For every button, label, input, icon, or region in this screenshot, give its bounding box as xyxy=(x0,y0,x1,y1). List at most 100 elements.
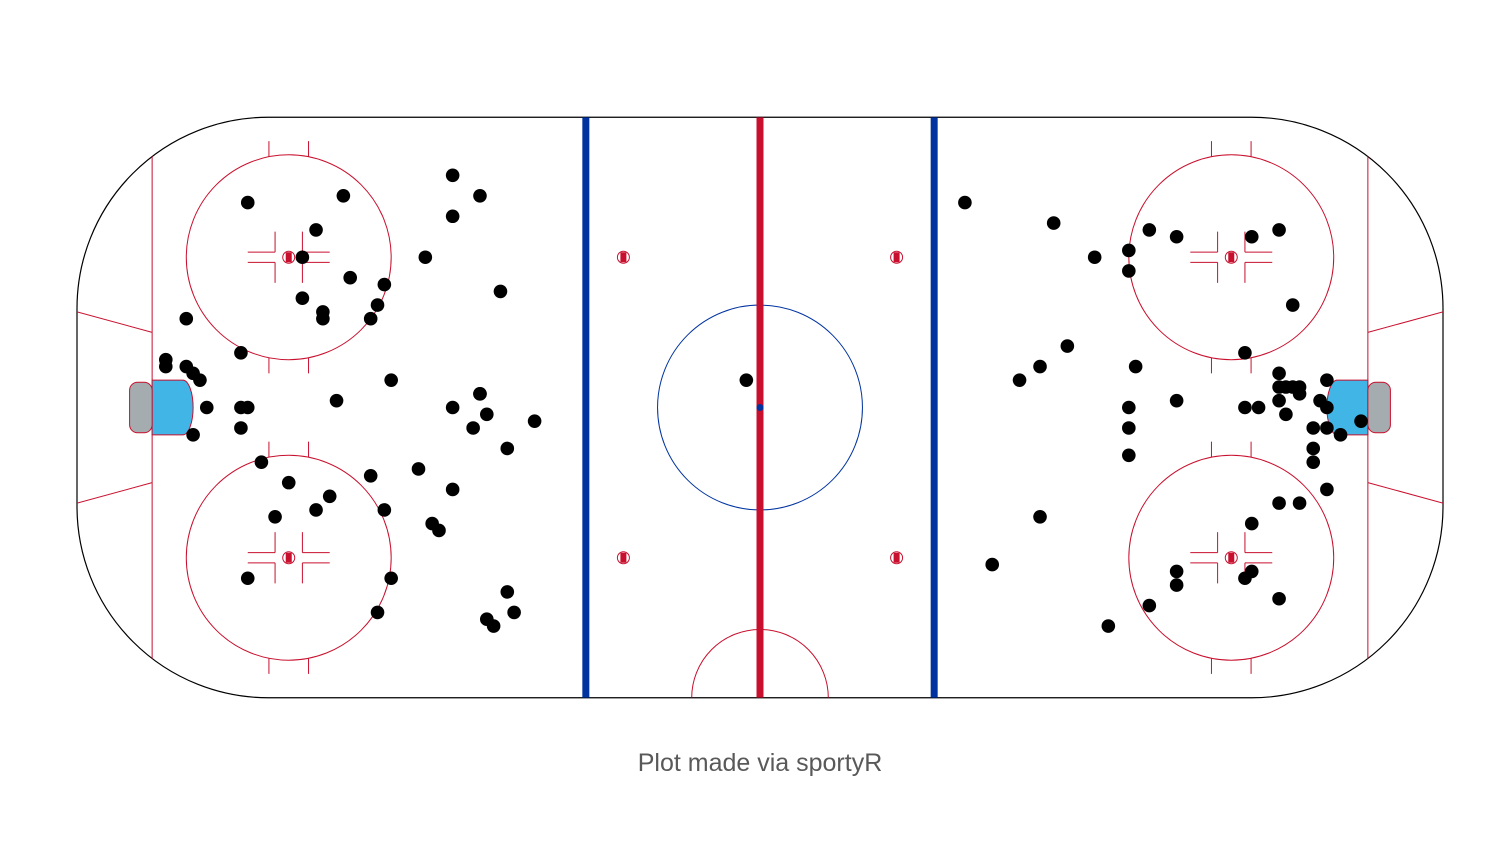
shot-point xyxy=(411,462,426,476)
shot-point xyxy=(432,523,446,538)
center-dot xyxy=(756,404,764,411)
goal-net-right xyxy=(1367,381,1391,434)
rink-markings xyxy=(77,117,1443,698)
shot-point xyxy=(480,407,494,422)
shot-point xyxy=(199,400,214,415)
shot-point xyxy=(445,400,460,415)
shot-point xyxy=(507,605,521,620)
neutral-faceoff-spot-1 xyxy=(620,252,627,263)
shot-point xyxy=(1012,373,1027,387)
trapezoid-line-right-bottom xyxy=(1367,482,1443,504)
shot-point xyxy=(377,503,392,517)
shot-point xyxy=(1122,264,1136,278)
shot-point xyxy=(1122,400,1136,415)
shot-point xyxy=(1033,509,1047,524)
shot-point xyxy=(281,475,296,490)
shot-point xyxy=(363,469,378,483)
shot-point xyxy=(1292,496,1307,510)
faceoff-ring xyxy=(185,154,392,361)
rink-surface xyxy=(76,116,1444,699)
shot-point xyxy=(1142,598,1157,613)
shot-point xyxy=(295,250,310,265)
faceoff-dot xyxy=(285,252,292,263)
shot-point xyxy=(1169,393,1184,408)
shot-point xyxy=(316,305,330,319)
faceoff-circle-3 xyxy=(1128,141,1335,374)
plot-caption: Plot made via sportyR xyxy=(638,749,883,777)
shot-point xyxy=(1320,482,1334,497)
shot-point xyxy=(493,284,508,299)
shot-point xyxy=(1169,229,1184,244)
shot-point xyxy=(1122,243,1136,258)
shot-point xyxy=(466,421,480,435)
neutral-faceoff-spot-4 xyxy=(893,552,900,563)
shot-point xyxy=(1244,516,1259,531)
shot-point xyxy=(1251,400,1266,415)
shot-point xyxy=(1320,373,1334,387)
shot-point xyxy=(985,557,1000,572)
shot-point xyxy=(1306,421,1321,435)
shot-point xyxy=(234,346,248,360)
shot-point xyxy=(322,489,337,504)
neutral-faceoff-spot-2 xyxy=(620,552,627,563)
shot-point xyxy=(1238,346,1252,360)
shot-point xyxy=(309,223,323,237)
shot-point xyxy=(240,400,255,415)
shot-point xyxy=(473,387,487,401)
shot-point xyxy=(1122,421,1136,435)
shot-point xyxy=(958,195,972,210)
shot-point xyxy=(370,605,385,620)
shot-point xyxy=(1244,229,1259,244)
shot-point xyxy=(240,571,255,586)
goal-crease-left xyxy=(151,379,194,436)
shot-point xyxy=(1320,400,1334,415)
shot-point xyxy=(309,503,323,517)
faceoff-dot xyxy=(1228,552,1235,563)
shot-point xyxy=(486,619,501,633)
shot-point xyxy=(1306,455,1321,469)
shot-point xyxy=(1272,393,1286,408)
shot-point xyxy=(1333,428,1348,442)
shot-point xyxy=(445,209,460,224)
shot-point xyxy=(268,509,282,524)
shot-point xyxy=(1272,223,1286,237)
shot-point xyxy=(1046,216,1061,230)
shot-point xyxy=(1272,366,1286,381)
shot-point xyxy=(384,373,398,387)
shot-point xyxy=(739,373,754,387)
shot-point xyxy=(500,585,515,599)
faceoff-dot xyxy=(285,552,292,563)
faceoff-circle-2 xyxy=(185,441,392,674)
shot-point xyxy=(1238,571,1252,586)
shot-point xyxy=(1128,359,1143,374)
faceoff-ring xyxy=(1128,454,1335,661)
shot-point xyxy=(527,414,542,428)
shot-point xyxy=(186,428,200,442)
trapezoid-line-left-bottom xyxy=(77,482,153,504)
shot-point xyxy=(158,359,173,374)
shot-point xyxy=(343,270,358,285)
neutral-faceoff-spot-3 xyxy=(893,252,900,263)
shot-point xyxy=(473,188,487,203)
shot-point xyxy=(1142,223,1157,237)
shot-point xyxy=(1060,339,1075,353)
shot-point xyxy=(445,482,460,497)
shot-point xyxy=(1238,400,1252,415)
shot-point xyxy=(1354,414,1368,428)
shot-point xyxy=(370,298,385,312)
shot-point xyxy=(1169,578,1184,592)
shot-point xyxy=(1169,564,1184,579)
trapezoid-line-right-top xyxy=(1367,311,1443,333)
shot-point xyxy=(1122,448,1136,463)
shot-point xyxy=(445,168,460,183)
shot-point xyxy=(1320,421,1334,435)
shot-point xyxy=(1101,619,1116,633)
blue-line-left xyxy=(582,117,590,698)
faceoff-ring xyxy=(1128,154,1335,361)
shot-point xyxy=(500,441,515,456)
shot-points xyxy=(158,168,1368,633)
shot-point xyxy=(254,455,269,469)
shot-point xyxy=(1306,441,1321,456)
shot-point xyxy=(363,311,378,326)
